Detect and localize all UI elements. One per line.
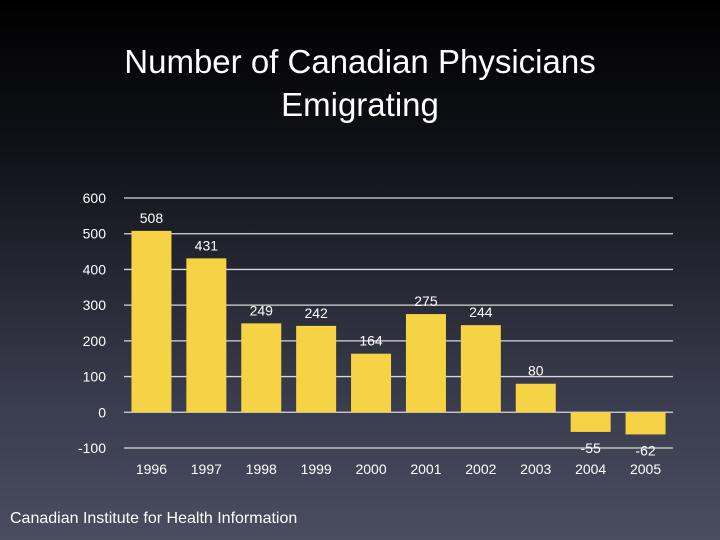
- y-tick-label: 300: [83, 297, 107, 313]
- x-tick-label: 2004: [575, 461, 606, 477]
- bar: [625, 412, 666, 435]
- x-tick-label: 2001: [410, 461, 441, 477]
- bar: [296, 325, 337, 413]
- data-label: 164: [359, 333, 383, 349]
- bar: [131, 230, 172, 413]
- x-tick-label: 1996: [136, 461, 167, 477]
- bar: [351, 353, 392, 413]
- bar: [186, 258, 227, 413]
- x-tick-label: 2005: [630, 461, 661, 477]
- bar: [405, 314, 446, 413]
- y-tick-label: -100: [78, 440, 106, 456]
- slide-title: Number of Canadian Physicians Emigrating: [0, 40, 720, 126]
- y-tick-label: 600: [83, 190, 107, 206]
- data-label: 508: [140, 210, 164, 226]
- data-label: 242: [304, 305, 328, 321]
- data-label: 249: [250, 302, 274, 318]
- x-tick-label: 1999: [301, 461, 332, 477]
- y-tick-label: 100: [83, 369, 107, 385]
- slide-title-line-1: Number of Canadian Physicians: [124, 43, 596, 80]
- y-tick-label: 0: [98, 404, 106, 420]
- data-label: -62: [635, 442, 655, 458]
- data-label: 244: [469, 304, 493, 320]
- y-tick-label: 200: [83, 333, 107, 349]
- x-tick-label: 1998: [246, 461, 277, 477]
- bar: [241, 323, 282, 413]
- source-caption: Canadian Institute for Health Informatio…: [10, 510, 298, 527]
- x-tick-label: 2002: [465, 461, 496, 477]
- bar: [460, 325, 501, 413]
- y-tick-label: 500: [83, 226, 107, 242]
- slide-title-line-2: Emigrating: [281, 86, 439, 123]
- x-tick-label: 1997: [191, 461, 222, 477]
- x-tick-label: 2003: [520, 461, 551, 477]
- data-label: 431: [195, 237, 219, 253]
- x-tick-label: 2000: [355, 461, 386, 477]
- data-label: -55: [581, 440, 601, 456]
- data-label: 275: [414, 293, 438, 309]
- bar: [570, 412, 611, 432]
- y-tick-label: 400: [83, 261, 107, 277]
- bar: [515, 383, 556, 413]
- data-label: 80: [528, 363, 544, 379]
